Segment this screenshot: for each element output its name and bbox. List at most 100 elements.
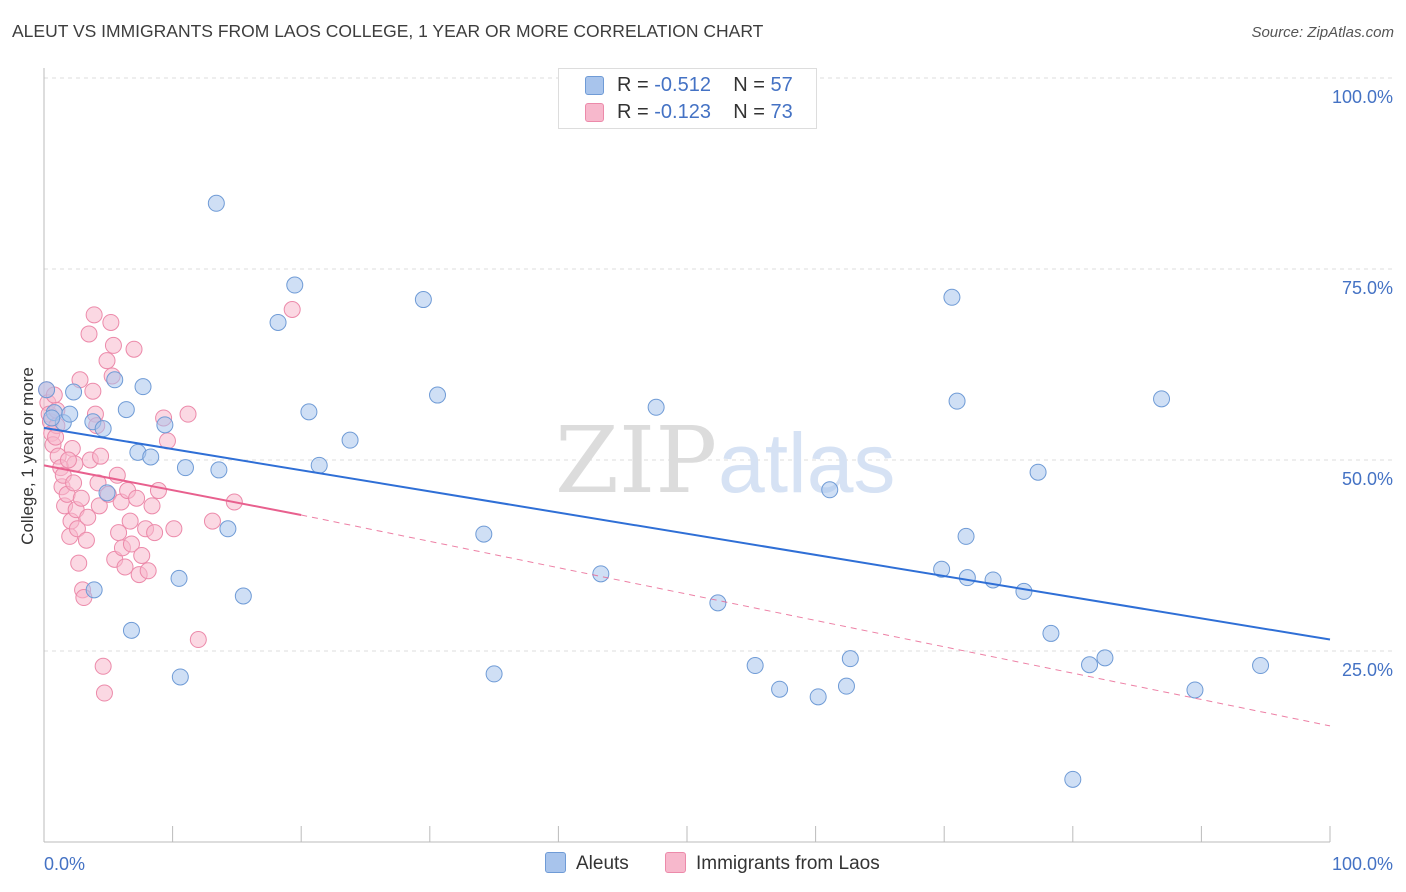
watermark-zip: ZIP: [555, 407, 717, 514]
point-aleut: [65, 383, 83, 401]
point-laos: [68, 520, 86, 538]
point-aleut: [171, 668, 189, 686]
point-aleut: [948, 392, 966, 410]
trend-line-aleuts: [43, 426, 1331, 641]
point-aleut: [841, 650, 859, 668]
point-laos: [146, 524, 164, 542]
series-immigrants-from-laos: [38, 300, 301, 702]
trend-line-laos: [43, 464, 302, 516]
point-laos: [65, 474, 83, 492]
gridlines: [44, 77, 1392, 652]
point-laos: [84, 382, 102, 400]
legend-label-aleuts: Aleuts: [576, 853, 629, 874]
point-laos: [133, 547, 151, 564]
r-value: -0.512: [654, 74, 711, 96]
point-laos: [85, 306, 103, 324]
point-aleut: [771, 680, 789, 698]
n-value: 73: [770, 101, 793, 123]
point-laos: [165, 520, 183, 538]
point-laos: [79, 508, 97, 526]
point-laos: [116, 558, 134, 576]
point-aleut: [809, 688, 827, 706]
point-laos: [283, 300, 301, 318]
watermark: ZIP atlas: [555, 407, 895, 514]
point-aleut: [142, 448, 160, 466]
y-tick-label: 50.0%: [1342, 469, 1393, 489]
point-laos: [92, 447, 110, 465]
point-aleut: [122, 621, 140, 639]
point-aleut: [1186, 681, 1204, 699]
y-tick-label: 25.0%: [1342, 660, 1393, 680]
legend-swatch-aleuts: [545, 852, 566, 873]
legend-label-laos: Immigrants from Laos: [696, 853, 880, 874]
point-aleut: [943, 288, 961, 306]
point-aleut: [98, 484, 116, 502]
point-aleut: [475, 525, 493, 543]
r-value: -0.123: [654, 101, 711, 123]
point-laos: [80, 325, 98, 343]
point-aleut: [1064, 770, 1082, 788]
point-aleut: [234, 587, 252, 605]
y-tick-label: 75.0%: [1342, 278, 1393, 298]
point-laos: [149, 482, 167, 500]
point-laos: [125, 340, 143, 358]
point-aleut: [592, 565, 610, 583]
point-aleut: [43, 409, 61, 427]
point-laos: [179, 405, 197, 423]
point-aleut: [117, 401, 135, 419]
point-laos: [77, 531, 95, 549]
r-label: R =: [617, 74, 655, 96]
point-aleut: [429, 386, 447, 404]
point-aleut: [134, 378, 152, 396]
point-laos: [90, 497, 108, 515]
point-laos: [143, 497, 161, 515]
correlation-legend: R = -0.512 N = 57 R = -0.123 N = 73: [558, 68, 817, 129]
point-laos: [203, 512, 221, 530]
point-aleut: [1029, 463, 1047, 481]
legend-item-laos: Immigrants from Laos: [665, 852, 880, 875]
point-aleut: [300, 403, 318, 421]
n-label: N =: [733, 101, 771, 123]
legend-stats-aleuts: R = -0.512 N = 57: [617, 74, 793, 97]
point-aleut: [1042, 624, 1060, 642]
point-aleut: [176, 459, 194, 477]
legend-item-aleuts: Aleuts: [545, 852, 629, 875]
point-aleut: [207, 194, 225, 212]
legend-row-aleuts: R = -0.512 N = 57: [559, 74, 816, 100]
point-laos: [59, 451, 77, 469]
point-laos: [94, 657, 112, 675]
point-laos: [98, 352, 116, 370]
y-tick-label: 100.0%: [1332, 87, 1393, 107]
n-value: 57: [770, 74, 793, 96]
point-aleut: [38, 381, 56, 399]
point-aleut: [269, 313, 287, 331]
point-aleut: [85, 581, 103, 599]
trend-lines: [43, 426, 1331, 727]
point-aleut: [746, 657, 764, 675]
legend-swatch-laos: [665, 852, 686, 873]
point-aleut: [709, 594, 727, 612]
point-aleut: [1096, 649, 1114, 667]
y-axis-label: College, 1 year or more: [18, 367, 37, 545]
point-laos: [102, 313, 120, 331]
legend-row-laos: R = -0.123 N = 73: [559, 101, 816, 127]
point-aleut: [219, 520, 237, 538]
tick-labels: 0.0% 100.0% 100.0% 75.0% 50.0% 25.0%: [44, 87, 1393, 874]
point-aleut: [414, 291, 432, 309]
legend-swatch-aleuts: [585, 76, 604, 95]
point-aleut: [341, 431, 359, 449]
point-aleut: [94, 420, 112, 438]
point-laos: [72, 489, 90, 507]
point-laos: [104, 336, 122, 354]
point-laos: [121, 512, 139, 530]
point-laos: [139, 562, 157, 580]
point-aleut: [156, 416, 174, 434]
point-aleut: [106, 371, 124, 389]
series-aleuts: [38, 194, 1270, 788]
point-aleut: [821, 481, 839, 499]
point-aleut: [1153, 390, 1171, 408]
point-laos: [128, 489, 146, 507]
point-aleut: [286, 276, 304, 294]
point-aleut: [310, 456, 328, 474]
